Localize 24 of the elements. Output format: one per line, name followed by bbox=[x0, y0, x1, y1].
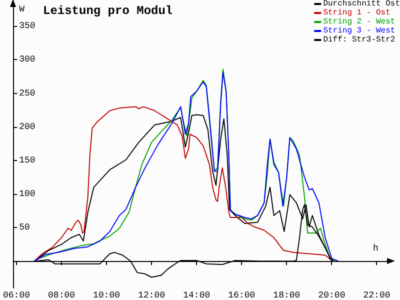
x-tick-label: 10:00 bbox=[93, 290, 120, 300]
x-tick-label: 12:00 bbox=[138, 290, 166, 300]
y-tick-label: 200 bbox=[19, 122, 36, 132]
x-tick-label: 08:00 bbox=[48, 290, 76, 300]
x-tick-label: 20:00 bbox=[318, 290, 346, 300]
x-tick-label: 06:00 bbox=[2, 290, 30, 300]
y-tick-label: 250 bbox=[19, 88, 36, 98]
y-axis-title: W bbox=[19, 4, 26, 14]
y-tick-label: 150 bbox=[19, 155, 36, 166]
y-tick-label: 50 bbox=[19, 222, 30, 233]
legend-label: Durchschnitt Ost bbox=[323, 0, 400, 8]
legend-label: String 1 - Ost bbox=[323, 8, 390, 18]
x-tick-label: 16:00 bbox=[228, 290, 256, 300]
x-tick-label: 22:00 bbox=[363, 290, 390, 300]
legend-label: Diff: Str3-Str2 bbox=[323, 36, 396, 44]
chart-title: Leistung pro Modul bbox=[43, 4, 173, 18]
x-tick-label: 18:00 bbox=[273, 290, 300, 300]
y-tick-label: 350 bbox=[19, 21, 36, 32]
y-tick-label: 100 bbox=[19, 189, 36, 199]
x-tick-label: 14:00 bbox=[183, 290, 210, 300]
legend-label: String 2 - West bbox=[323, 18, 396, 26]
x-axis-title: h bbox=[373, 244, 378, 254]
legend-label: String 3 - West bbox=[323, 26, 396, 36]
y-tick-label: 300 bbox=[19, 54, 36, 65]
